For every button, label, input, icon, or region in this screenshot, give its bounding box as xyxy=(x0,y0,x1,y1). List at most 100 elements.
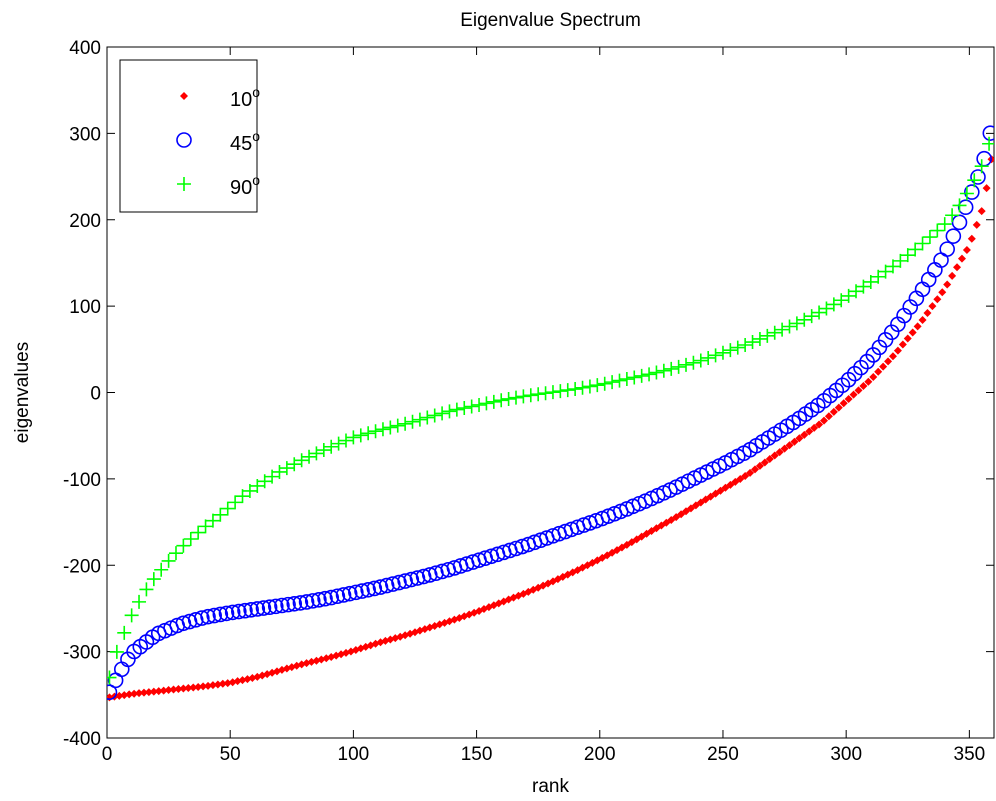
data-point xyxy=(922,230,937,245)
data-point xyxy=(879,362,888,371)
data-point xyxy=(770,451,779,460)
data-point xyxy=(213,507,228,522)
y-tick-label: 200 xyxy=(69,211,101,232)
data-point xyxy=(149,687,158,696)
data-point xyxy=(671,359,686,374)
data-point xyxy=(154,562,169,577)
data-point xyxy=(839,399,848,408)
data-point xyxy=(168,546,183,561)
data-point xyxy=(135,689,144,698)
data-point xyxy=(730,340,745,355)
data-point xyxy=(366,580,383,597)
data-point xyxy=(810,423,819,432)
data-point xyxy=(900,248,915,263)
data-point xyxy=(913,322,922,331)
data-point xyxy=(194,682,203,691)
data-point xyxy=(885,259,900,274)
data-point xyxy=(472,397,487,412)
data-point xyxy=(183,531,198,546)
y-tick-label: 400 xyxy=(69,38,101,59)
y-tick-label: -300 xyxy=(63,643,101,664)
data-point xyxy=(953,263,962,272)
data-point xyxy=(130,689,139,698)
data-point xyxy=(871,269,886,284)
data-point xyxy=(938,288,947,297)
data-point xyxy=(819,416,828,425)
data-point xyxy=(391,574,407,591)
data-point xyxy=(930,223,945,238)
data-point xyxy=(945,228,962,244)
data-point xyxy=(242,483,257,498)
data-point xyxy=(746,468,755,477)
data-point xyxy=(854,386,863,395)
data-point xyxy=(132,594,147,609)
data-point xyxy=(951,214,968,231)
x-tick-label: 150 xyxy=(461,744,493,765)
data-point xyxy=(701,350,716,365)
data-point xyxy=(841,288,856,303)
y-tick-label: -100 xyxy=(63,470,101,491)
data-point xyxy=(943,280,952,289)
data-point xyxy=(829,407,838,416)
data-point xyxy=(117,625,132,640)
data-point xyxy=(952,198,967,213)
data-point xyxy=(982,136,994,151)
data-point xyxy=(257,474,272,489)
data-point xyxy=(348,584,364,601)
series-10 xyxy=(107,155,994,702)
data-point xyxy=(311,591,327,608)
data-point xyxy=(368,424,383,439)
data-point xyxy=(767,325,782,340)
data-point xyxy=(745,335,760,350)
data-point xyxy=(964,184,980,200)
data-point xyxy=(918,315,927,324)
data-point xyxy=(200,608,216,625)
data-point xyxy=(765,455,774,464)
data-point xyxy=(398,416,413,431)
series-45 xyxy=(107,125,994,701)
data-point xyxy=(189,683,198,692)
data-point xyxy=(859,382,868,391)
data-point xyxy=(501,391,516,406)
data-point xyxy=(124,608,139,623)
data-point xyxy=(228,495,243,510)
data-point xyxy=(204,681,213,690)
data-point xyxy=(715,345,730,360)
data-point xyxy=(785,441,794,450)
data-point xyxy=(218,679,227,688)
data-point xyxy=(928,302,937,311)
data-point xyxy=(782,319,797,334)
data-point xyxy=(937,217,952,232)
data-point xyxy=(125,690,134,699)
data-point xyxy=(390,418,405,433)
data-point xyxy=(933,295,942,304)
data-point xyxy=(372,579,389,595)
x-tick-label: 0 xyxy=(102,744,113,765)
legend-marker xyxy=(177,177,191,191)
data-point xyxy=(878,264,893,279)
chart-title: Eigenvalue Spectrum xyxy=(460,10,641,31)
data-point xyxy=(427,408,442,423)
legend-marker xyxy=(180,92,188,100)
data-point xyxy=(908,242,923,257)
data-point xyxy=(982,125,994,141)
data-point xyxy=(760,458,769,467)
data-point xyxy=(619,372,634,387)
data-point xyxy=(800,430,809,439)
data-point xyxy=(208,681,217,690)
data-point xyxy=(274,597,290,614)
data-point xyxy=(205,513,220,528)
x-tick-label: 50 xyxy=(220,744,241,765)
data-point xyxy=(385,576,401,592)
data-point xyxy=(231,603,247,620)
data-point xyxy=(516,389,531,404)
data-point xyxy=(849,390,858,399)
data-point xyxy=(161,553,176,568)
data-point xyxy=(649,365,664,380)
data-point xyxy=(218,605,235,622)
data-point xyxy=(590,378,605,393)
data-point xyxy=(790,437,799,446)
data-point xyxy=(198,519,213,534)
data-point xyxy=(826,297,841,312)
